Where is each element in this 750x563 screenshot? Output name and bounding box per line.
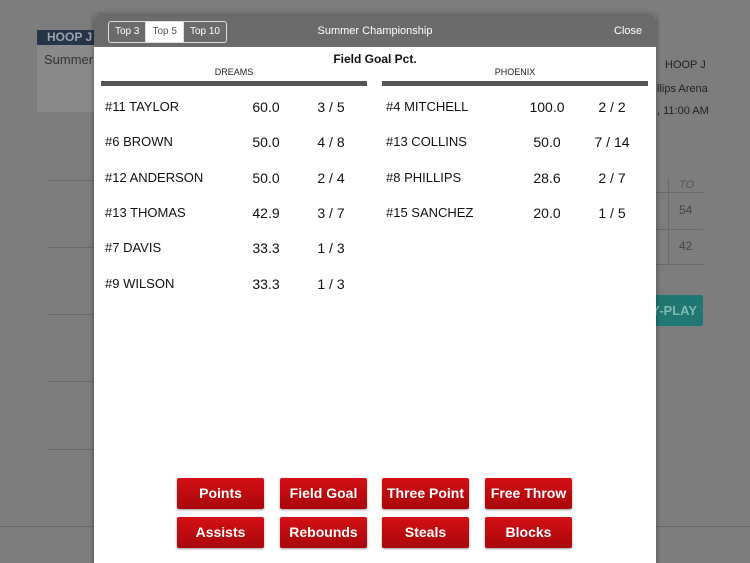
player-pct: 50.0 [252, 134, 280, 151]
player-made-attempted: 1 / 5 [598, 204, 626, 221]
player-name: #12 ANDERSON [105, 169, 204, 185]
player-made-attempted: 4 / 8 [317, 134, 345, 151]
table-header: TO [679, 179, 695, 191]
modal [94, 15, 656, 563]
player-name: #13 THOMAS [105, 204, 186, 220]
stat-button[interactable]: Free Throw [485, 478, 572, 509]
left-header: HOOP J [37, 30, 95, 45]
player-made-attempted: 2 / 2 [598, 99, 626, 115]
stat-title: Field Goal Pct. [333, 52, 417, 66]
player-made-attempted: 3 / 7 [317, 204, 345, 221]
team-bar [101, 81, 367, 86]
modal-header [94, 15, 656, 47]
table-value: 42 [679, 239, 693, 253]
right-header: HOOP J [665, 59, 706, 71]
stat-button[interactable]: Field Goal [280, 478, 367, 509]
stat-button[interactable]: Assists [177, 517, 264, 548]
player-pct: 60.0 [252, 99, 280, 115]
modal-title: Summer Championship [317, 25, 433, 37]
left-subtitle: Summer [44, 52, 94, 67]
stat-button[interactable]: Blocks [485, 517, 572, 548]
table-value: 54 [679, 203, 693, 217]
player-pct: 50.0 [252, 169, 280, 186]
player-pct: 33.3 [252, 240, 280, 257]
player-name: #9 WILSON [105, 275, 175, 291]
player-made-attempted: 7 / 14 [594, 134, 630, 151]
tab[interactable]: Top 5 [145, 22, 183, 42]
player-name: #4 MITCHELL [386, 99, 469, 114]
player-made-attempted: 1 / 3 [317, 240, 345, 257]
team-bar [382, 81, 648, 86]
player-made-attempted: 2 / 7 [598, 169, 626, 186]
tab[interactable]: Top 3 [115, 26, 140, 37]
player-name: #6 BROWN [105, 134, 173, 150]
player-name: #8 PHILLIPS [386, 169, 462, 185]
player-made-attempted: 1 / 3 [317, 275, 345, 292]
player-pct: 42.9 [252, 204, 280, 221]
player-name: #13 COLLINS [386, 134, 467, 150]
player-name: #11 TAYLOR [105, 99, 180, 114]
player-made-attempted: 2 / 4 [317, 169, 345, 186]
player-name: #15 SANCHEZ [386, 204, 474, 220]
team-name: DREAMS [214, 67, 254, 77]
stat-button[interactable]: Three Point [382, 478, 469, 509]
stat-button[interactable]: Steals [382, 517, 469, 548]
player-pct: 20.0 [533, 204, 561, 221]
venue: llips Arena [657, 83, 708, 95]
player-pct: 100.0 [529, 99, 565, 115]
player-made-attempted: 3 / 5 [317, 99, 345, 115]
tab[interactable]: Top 10 [182, 22, 226, 42]
close-button[interactable]: Close [614, 25, 643, 37]
player-name: #7 DAVIS [105, 240, 162, 256]
team-name: PHOENIX [494, 67, 536, 77]
time: , 11:00 AM [657, 105, 709, 117]
player-pct: 33.3 [252, 275, 280, 292]
stat-button[interactable]: Rebounds [280, 517, 367, 548]
stat-button[interactable]: Points [177, 478, 264, 509]
player-pct: 28.6 [533, 169, 561, 186]
tab-group: Top 3 Top 5 Top 10 [108, 21, 227, 43]
player-pct: 50.0 [533, 134, 561, 151]
